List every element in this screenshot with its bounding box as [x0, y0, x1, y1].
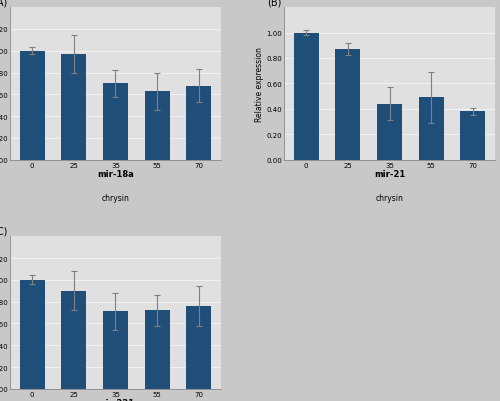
X-axis label: mir-21: mir-21 — [374, 170, 405, 179]
Bar — [103, 84, 128, 160]
Y-axis label: Relative expression: Relative expression — [254, 47, 264, 122]
X-axis label: mir-221: mir-221 — [97, 399, 134, 401]
Bar — [294, 33, 318, 160]
Bar — [20, 280, 44, 389]
Bar — [377, 105, 402, 160]
Text: (B): (B) — [268, 0, 281, 7]
Bar — [144, 92, 170, 160]
Bar — [62, 55, 86, 160]
Bar — [144, 311, 170, 389]
Bar — [460, 112, 485, 160]
Bar — [62, 291, 86, 389]
Text: chrysin: chrysin — [102, 194, 130, 203]
Bar — [186, 306, 212, 389]
Bar — [186, 86, 212, 160]
Bar — [418, 98, 444, 160]
Text: (C): (C) — [0, 226, 8, 236]
Bar — [103, 312, 128, 389]
Bar — [336, 50, 360, 160]
Text: (A): (A) — [0, 0, 8, 7]
X-axis label: mir-18a: mir-18a — [97, 170, 134, 179]
Text: chrysin: chrysin — [376, 194, 404, 203]
Bar — [20, 52, 44, 160]
